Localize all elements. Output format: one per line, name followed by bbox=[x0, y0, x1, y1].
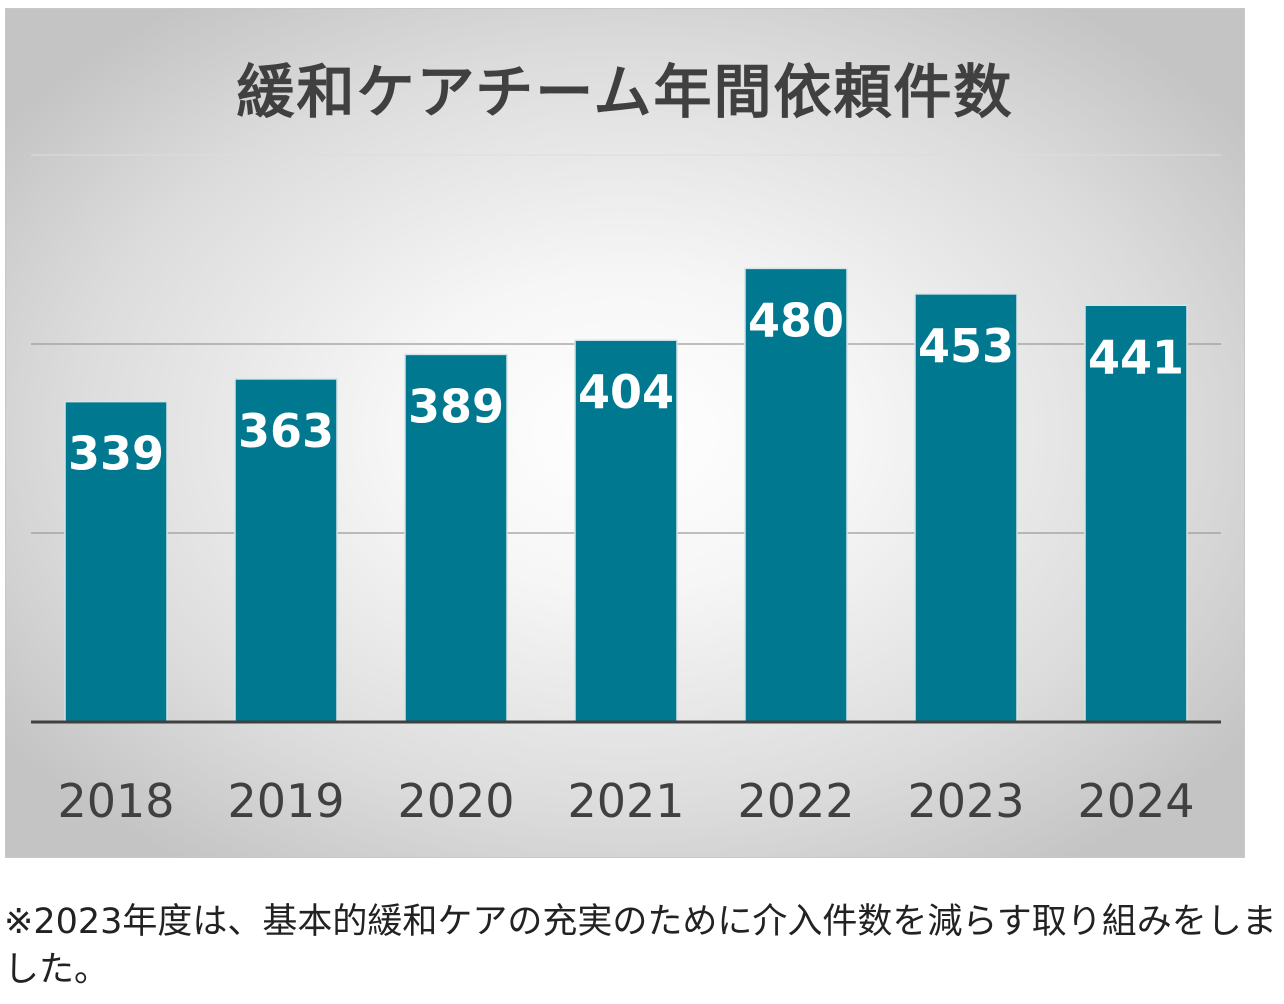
bars bbox=[64, 267, 1188, 723]
bar-value-label: 441 bbox=[1088, 330, 1184, 384]
chart-panel: 緩和ケアチーム年間依頼件数 339 363 389 404 480 453 441 2018… bbox=[5, 8, 1245, 858]
bar bbox=[234, 378, 338, 723]
bar bbox=[1084, 304, 1188, 723]
x-tick-label: 2020 bbox=[397, 774, 514, 828]
bar bbox=[574, 339, 678, 723]
x-tick-label: 2021 bbox=[567, 774, 684, 828]
bar bbox=[744, 267, 848, 723]
footnote: ※2023年度は、基本的緩和ケアの充実のために介入件数を減らす取り組みをしました… bbox=[4, 902, 1277, 990]
x-axis: 2018 2019 2020 2021 2022 2023 2024 bbox=[31, 720, 1221, 828]
data-labels: 339 363 389 404 480 453 441 bbox=[68, 293, 1184, 480]
x-tick-label: 2022 bbox=[737, 774, 854, 828]
bar-value-label: 480 bbox=[748, 293, 844, 347]
x-tick-label: 2023 bbox=[907, 774, 1024, 828]
bar bbox=[914, 293, 1018, 723]
chart-title: 緩和ケアチーム年間依頼件数 bbox=[236, 58, 1014, 126]
bar bbox=[404, 353, 508, 723]
bar-value-label: 389 bbox=[408, 379, 504, 433]
x-tick-label: 2018 bbox=[57, 774, 174, 828]
bar-value-label: 363 bbox=[238, 404, 334, 458]
bar-value-label: 339 bbox=[68, 427, 164, 481]
x-tick-label: 2019 bbox=[227, 774, 344, 828]
bar-value-label: 404 bbox=[578, 365, 674, 419]
x-tick-label: 2024 bbox=[1077, 774, 1194, 828]
bar-value-label: 453 bbox=[918, 319, 1014, 373]
